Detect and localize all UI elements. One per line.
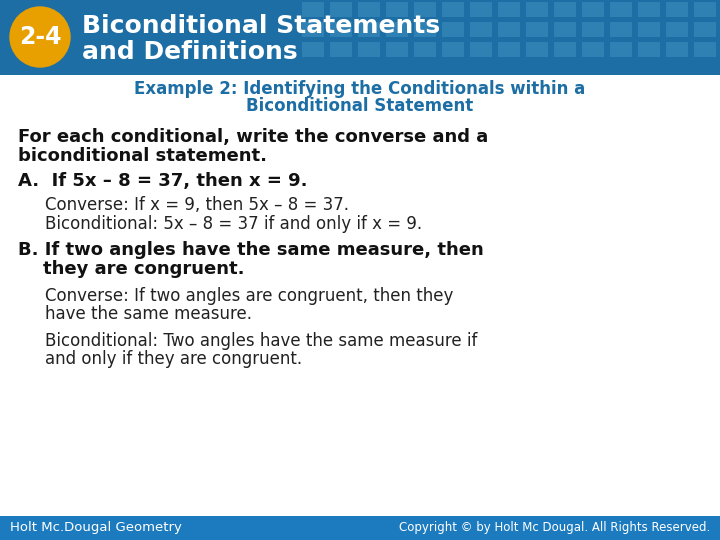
Bar xyxy=(554,42,576,57)
Bar xyxy=(302,22,324,37)
Text: Holt Mc.Dougal Geometry: Holt Mc.Dougal Geometry xyxy=(10,522,182,535)
Bar xyxy=(442,42,464,57)
Text: A.  If 5x – 8 = 37, then x = 9.: A. If 5x – 8 = 37, then x = 9. xyxy=(18,172,307,190)
Bar xyxy=(638,2,660,17)
Bar xyxy=(694,22,716,37)
Text: and Definitions: and Definitions xyxy=(82,40,297,64)
Text: Copyright © by Holt Mc Dougal. All Rights Reserved.: Copyright © by Holt Mc Dougal. All Right… xyxy=(399,522,710,535)
Text: and only if they are congruent.: and only if they are congruent. xyxy=(45,350,302,368)
Bar xyxy=(526,42,548,57)
Bar xyxy=(582,42,604,57)
Text: B. If two angles have the same measure, then: B. If two angles have the same measure, … xyxy=(18,241,484,259)
Bar xyxy=(666,42,688,57)
Bar xyxy=(610,22,632,37)
Bar xyxy=(694,2,716,17)
Bar xyxy=(694,42,716,57)
Bar xyxy=(526,22,548,37)
Bar xyxy=(386,42,408,57)
Bar xyxy=(638,22,660,37)
Bar xyxy=(330,2,352,17)
Text: Biconditional: 5x – 8 = 37 if and only if x = 9.: Biconditional: 5x – 8 = 37 if and only i… xyxy=(45,215,422,233)
Bar xyxy=(470,2,492,17)
Text: Biconditional Statements: Biconditional Statements xyxy=(82,14,440,38)
Bar xyxy=(470,42,492,57)
Bar xyxy=(330,22,352,37)
Text: Example 2: Identifying the Conditionals within a: Example 2: Identifying the Conditionals … xyxy=(135,80,585,98)
Bar xyxy=(386,22,408,37)
Text: have the same measure.: have the same measure. xyxy=(45,305,252,323)
Text: For each conditional, write the converse and a: For each conditional, write the converse… xyxy=(18,128,488,146)
Bar xyxy=(526,2,548,17)
Bar xyxy=(0,0,720,75)
Bar xyxy=(666,22,688,37)
Circle shape xyxy=(10,7,70,67)
Bar xyxy=(330,42,352,57)
Text: Converse: If two angles are congruent, then they: Converse: If two angles are congruent, t… xyxy=(45,287,454,305)
Bar xyxy=(386,2,408,17)
Text: biconditional statement.: biconditional statement. xyxy=(18,147,267,165)
Bar xyxy=(302,42,324,57)
Bar xyxy=(582,22,604,37)
Text: Converse: If x = 9, then 5x – 8 = 37.: Converse: If x = 9, then 5x – 8 = 37. xyxy=(45,196,349,214)
Bar xyxy=(414,42,436,57)
Text: 2-4: 2-4 xyxy=(19,25,61,49)
Bar xyxy=(414,22,436,37)
Bar xyxy=(358,22,380,37)
Bar xyxy=(638,42,660,57)
Bar xyxy=(498,22,520,37)
Bar xyxy=(610,2,632,17)
Bar xyxy=(414,2,436,17)
Bar xyxy=(554,22,576,37)
Bar xyxy=(302,2,324,17)
Bar xyxy=(0,516,720,540)
Bar xyxy=(498,2,520,17)
Text: Biconditional Statement: Biconditional Statement xyxy=(246,97,474,115)
Bar xyxy=(498,42,520,57)
Bar xyxy=(610,42,632,57)
Bar xyxy=(358,2,380,17)
Bar xyxy=(470,22,492,37)
Bar xyxy=(442,2,464,17)
Bar xyxy=(582,2,604,17)
Bar xyxy=(358,42,380,57)
Text: they are congruent.: they are congruent. xyxy=(18,260,245,278)
Bar xyxy=(442,22,464,37)
Bar xyxy=(666,2,688,17)
Bar xyxy=(554,2,576,17)
Text: Biconditional: Two angles have the same measure if: Biconditional: Two angles have the same … xyxy=(45,332,477,350)
